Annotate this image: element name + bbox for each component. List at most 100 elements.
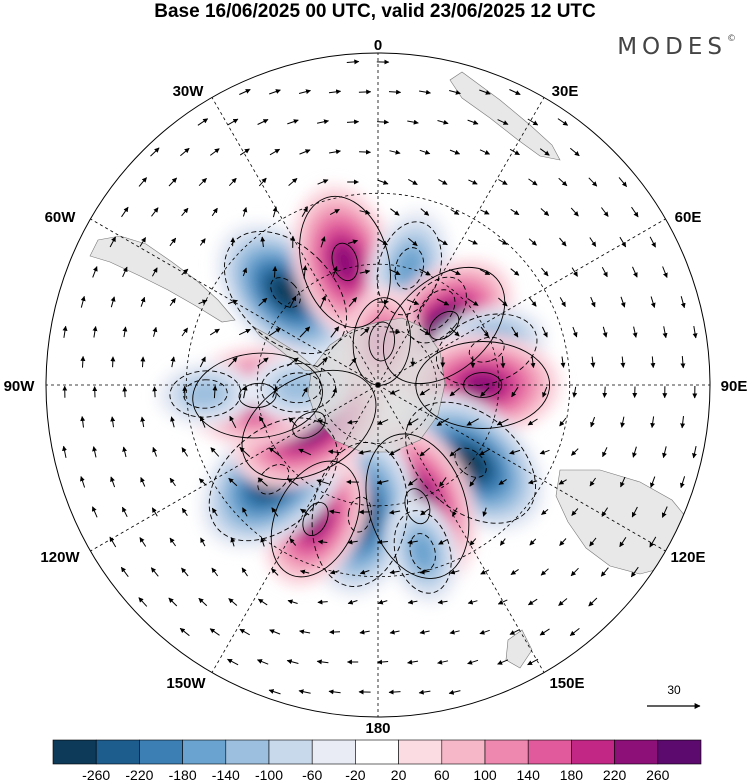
wind-arrow <box>92 266 98 278</box>
wind-arrow <box>679 476 686 489</box>
wind-arrow <box>558 479 567 485</box>
map-boundary <box>45 52 711 718</box>
wind-arrow <box>497 659 509 665</box>
wind-arrow <box>407 599 418 605</box>
wind-arrow <box>389 268 401 276</box>
wind-arrow <box>170 416 175 428</box>
wind-arrow <box>110 476 116 488</box>
wind-arrow <box>169 237 177 247</box>
wind-arrow <box>151 267 158 277</box>
wind-arrow <box>559 417 567 427</box>
wind-arrow <box>419 149 431 155</box>
wind-arrow <box>620 476 626 488</box>
wind-arrow <box>317 419 328 425</box>
wind-arrow <box>139 537 147 547</box>
meridian-line <box>90 384 379 552</box>
wind-arrow <box>496 418 509 426</box>
contour-line <box>260 363 336 413</box>
wind-arrow <box>268 447 281 457</box>
wind-arrow <box>377 119 389 125</box>
wind-arrow <box>170 356 176 368</box>
wind-arrow <box>238 328 251 336</box>
wind-arrow <box>271 507 279 517</box>
wind-arrow <box>437 599 448 605</box>
wind-arrow <box>680 356 686 369</box>
wind-arrow <box>632 446 637 458</box>
wind-arrow <box>377 238 388 246</box>
contour-line <box>383 266 506 385</box>
wind-arrow <box>541 509 549 515</box>
wind-arrow <box>332 266 338 278</box>
wind-arrow <box>388 89 402 95</box>
wind-arrow <box>168 177 177 187</box>
wind-arrow <box>181 447 189 457</box>
wind-arrow <box>436 298 450 306</box>
wind-arrow <box>449 387 460 397</box>
wind-arrow <box>140 356 146 368</box>
colorbar-tick-label: 180 <box>560 767 584 783</box>
wind-arrow <box>92 326 98 338</box>
wind-arrow <box>632 326 638 338</box>
anomaly-blob <box>409 533 436 571</box>
wind-arrow <box>269 629 281 635</box>
lon-label-180: 180 <box>365 720 390 737</box>
wind-arrow <box>541 326 548 338</box>
wind-arrow <box>181 507 188 516</box>
wind-arrow <box>358 449 371 455</box>
colorbar-swatch <box>484 739 529 765</box>
wind-arrow <box>620 356 626 368</box>
wind-arrow <box>437 119 449 125</box>
wind-arrow <box>272 386 278 398</box>
wind-arrow <box>419 629 430 635</box>
wind-arrow <box>590 416 596 428</box>
wind-arrow <box>316 659 329 665</box>
wind-arrow <box>419 328 431 336</box>
wind-arrow <box>197 118 209 126</box>
contour-line <box>183 379 228 409</box>
wind-arrow <box>377 539 388 545</box>
wind-arrow <box>437 238 448 246</box>
wind-arrow <box>590 356 596 368</box>
wind-arrow <box>110 416 116 428</box>
modes-logo: MODES© <box>617 34 736 60</box>
colorbar-tick-label: 100 <box>473 767 497 783</box>
wind-arrow <box>510 568 519 576</box>
wind-arrow <box>590 296 596 308</box>
wind-arrow <box>571 508 579 516</box>
contour-line <box>208 417 338 542</box>
wind-arrow <box>438 539 448 545</box>
wind-arrow <box>510 268 520 276</box>
contour-line <box>299 195 391 328</box>
wind-arrow <box>589 537 597 547</box>
wind-arrow <box>480 326 489 338</box>
wind-arrow <box>500 356 506 369</box>
wind-arrow <box>242 507 248 517</box>
anomaly-blob <box>332 243 358 281</box>
wind-arrow <box>228 357 238 367</box>
wind-arrow <box>408 178 418 186</box>
wind-arrow <box>542 386 548 398</box>
lon-label-30e: 30E <box>552 83 579 100</box>
wind-arrow <box>377 179 389 185</box>
graticule <box>46 53 710 717</box>
wind-arrow <box>152 386 158 398</box>
wind-arrow <box>122 326 128 338</box>
wind-arrow <box>212 385 218 399</box>
wind-arrow <box>110 296 116 308</box>
wind-arrow <box>650 356 656 369</box>
wind-arrow <box>649 536 657 548</box>
wind-arrow <box>469 477 477 487</box>
wind-arrow <box>287 357 299 367</box>
wind-arrow <box>620 416 626 428</box>
contour-line <box>409 533 436 571</box>
colorbar-tick-label: -140 <box>212 767 240 783</box>
colorbar-tick-label: -60 <box>302 767 322 783</box>
wind-arrow <box>527 118 539 126</box>
wind-arrow <box>572 386 578 398</box>
meridian-line <box>377 384 666 552</box>
wind-arrow <box>588 177 598 187</box>
wind-arrow <box>211 567 219 577</box>
colorbar-tick-label: -20 <box>345 767 365 783</box>
wind-arrow <box>389 509 401 515</box>
lon-label-0: 0 <box>374 37 382 54</box>
